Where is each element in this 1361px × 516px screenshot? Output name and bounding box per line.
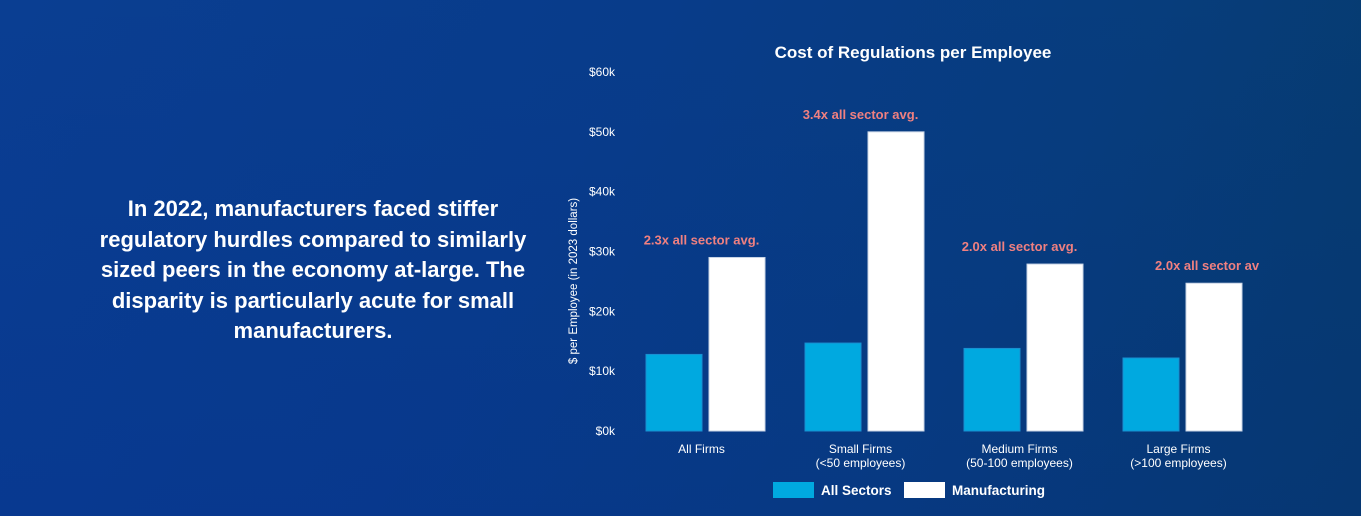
y-axis-label: $ per Employee (in 2023 dollars) — [568, 198, 580, 364]
bar-all-sectors — [804, 342, 862, 432]
annotations-group: 2.3x all sector avg. 3.4x all sector avg.… — [644, 107, 1260, 273]
x-tick-label: Medium Firms — [981, 442, 1057, 456]
chart-title: Cost of Regulations per Employee — [775, 43, 1052, 62]
x-tick-label: (50-100 employees) — [966, 456, 1073, 470]
legend-swatch — [904, 482, 945, 498]
legend: All Sectors Manufacturing — [773, 482, 1045, 498]
annotation-multiplier: 2.0x all sector avg. — [962, 239, 1078, 254]
x-axis-labels: All Firms Small Firms(<50 employees) Mediu… — [678, 442, 1227, 470]
bar-all-sectors — [645, 353, 703, 432]
legend-swatch — [773, 482, 814, 498]
annotation-multiplier: 3.4x all sector avg. — [803, 107, 919, 122]
x-tick-label: Small Firms — [829, 442, 892, 456]
x-tick-label: (<50 employees) — [816, 456, 906, 470]
y-tick-label: $40k — [589, 185, 616, 199]
y-tick-label: $0k — [596, 424, 616, 438]
y-tick-label: $10k — [589, 364, 616, 378]
y-tick-label: $30k — [589, 245, 616, 259]
bar-manufacturing — [708, 256, 766, 432]
intro-text: In 2022, manufacturers faced stiffer reg… — [99, 196, 527, 343]
y-tick-label: $20k — [589, 304, 616, 318]
bar-all-sectors — [963, 347, 1021, 432]
bar-manufacturing — [1185, 282, 1243, 432]
annotation-multiplier: 2.3x all sector avg. — [644, 232, 760, 247]
x-tick-label: (>100 employees) — [1130, 456, 1226, 470]
annotation-multiplier: 2.0x all sector av — [1155, 258, 1260, 273]
x-tick-label: All Firms — [678, 442, 725, 456]
bar-chart: Cost of Regulations per Employee $ per E… — [568, 43, 1260, 498]
legend-label: Manufacturing — [952, 483, 1045, 498]
bar-all-sectors — [1122, 357, 1180, 432]
y-tick-label: $50k — [589, 125, 616, 139]
chart-container: Cost of Regulations per Employee $ per E… — [560, 30, 1280, 510]
y-tick-label: $60k — [589, 65, 616, 79]
y-axis-ticks: $0k $10k $20k $30k $40k $50k $60k — [589, 65, 616, 438]
x-tick-label: Large Firms — [1146, 442, 1210, 456]
bars-group — [645, 131, 1243, 432]
bar-manufacturing — [867, 131, 925, 432]
legend-label: All Sectors — [821, 483, 892, 498]
bar-manufacturing — [1026, 263, 1084, 432]
